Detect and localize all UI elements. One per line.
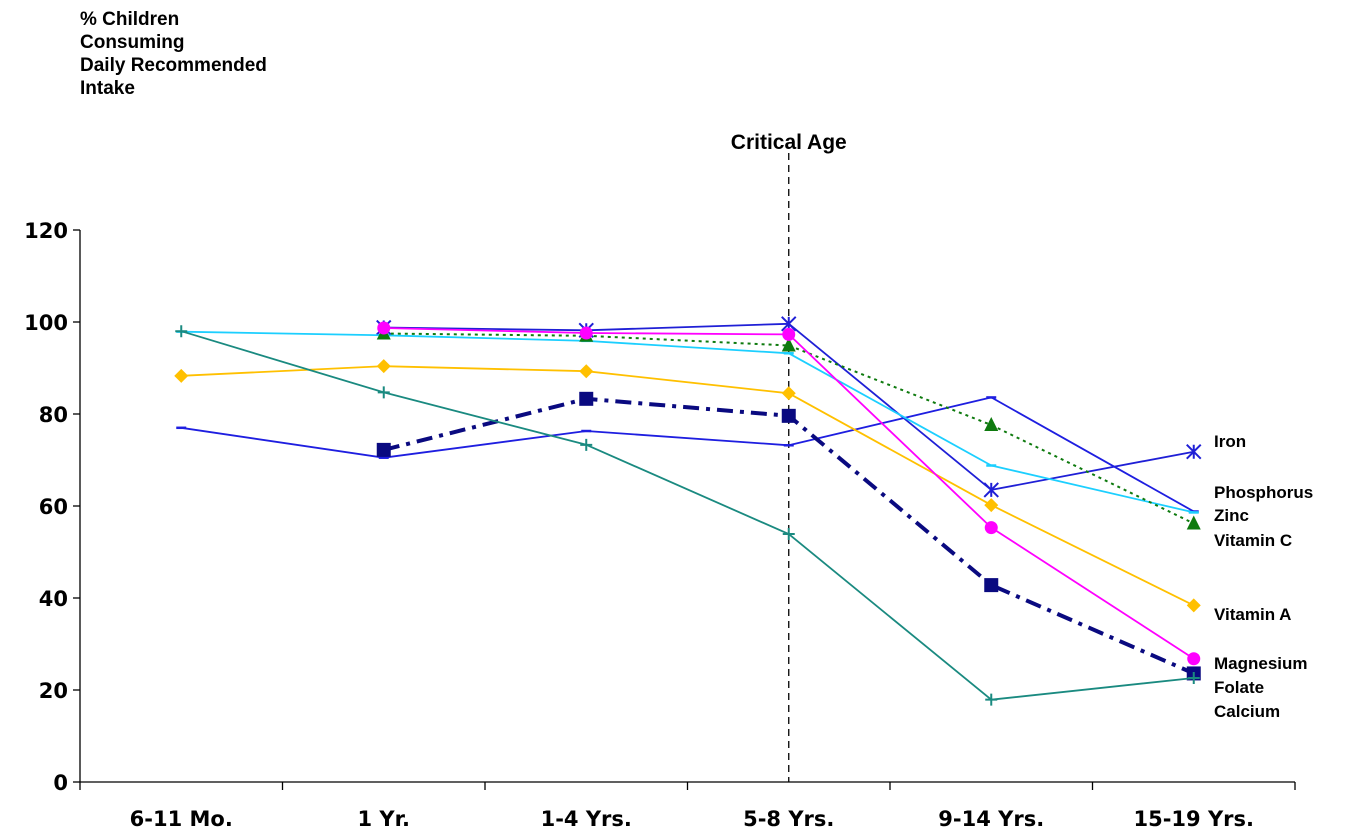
series-magnesium bbox=[377, 321, 1201, 666]
data-point bbox=[781, 408, 796, 423]
data-point bbox=[376, 359, 391, 374]
series-line bbox=[181, 330, 1195, 514]
y-tick-label-60: 60 bbox=[39, 495, 68, 519]
series-vitamin-c bbox=[376, 325, 1201, 530]
data-point bbox=[782, 327, 796, 341]
series-line bbox=[383, 332, 1195, 525]
legend-label-zinc: Zinc bbox=[1214, 506, 1249, 525]
data-point bbox=[984, 521, 998, 535]
series-vitamin-a bbox=[174, 359, 1201, 613]
data-point bbox=[174, 368, 189, 383]
x-tick-label-4: 9-14 Yrs. bbox=[938, 807, 1044, 831]
y-tick-label-20: 20 bbox=[39, 679, 68, 703]
data-point bbox=[175, 325, 188, 338]
data-point bbox=[782, 528, 795, 541]
data-point bbox=[377, 321, 391, 335]
series-line bbox=[181, 330, 1194, 701]
data-point bbox=[984, 417, 999, 432]
data-point bbox=[579, 391, 594, 406]
y-tick-label-40: 40 bbox=[39, 587, 68, 611]
data-point bbox=[1186, 515, 1201, 530]
data-point bbox=[781, 386, 796, 401]
legend-label-calcium: Calcium bbox=[1214, 702, 1280, 721]
data-point bbox=[1187, 672, 1200, 685]
x-tick-label-0: 6-11 Mo. bbox=[130, 807, 233, 831]
data-point bbox=[781, 337, 796, 352]
data-point bbox=[983, 482, 999, 498]
x-tick-label-3: 5-8 Yrs. bbox=[743, 807, 834, 831]
data-point bbox=[376, 442, 391, 457]
legend-label-vitamin-a: Vitamin A bbox=[1214, 605, 1291, 624]
data-point bbox=[1187, 652, 1201, 666]
data-point bbox=[579, 326, 593, 340]
y-tick-label-0: 0 bbox=[53, 771, 68, 795]
y-axis-label-line-4: Intake bbox=[80, 78, 135, 99]
data-point bbox=[984, 498, 999, 513]
data-point bbox=[985, 693, 998, 706]
y-tick-label-100: 100 bbox=[24, 311, 68, 335]
legend-label-iron: Iron bbox=[1214, 432, 1246, 451]
y-axis-label-line-1: % Children bbox=[80, 9, 180, 30]
critical-age-label: Critical Age bbox=[731, 131, 847, 154]
y-tick-label-120: 120 bbox=[24, 219, 68, 243]
series-calcium bbox=[175, 325, 1200, 706]
data-point bbox=[579, 364, 594, 379]
data-point bbox=[1186, 598, 1201, 613]
x-tick-label-1: 1 Yr. bbox=[358, 807, 410, 831]
series-phosphorus bbox=[176, 396, 1199, 513]
data-point bbox=[377, 386, 390, 399]
legend-label-vitamin-c: Vitamin C bbox=[1214, 531, 1292, 550]
y-tick-label-80: 80 bbox=[39, 403, 68, 427]
legend-label-magnesium: Magnesium bbox=[1214, 654, 1308, 673]
x-tick-label-2: 1-4 Yrs. bbox=[541, 807, 632, 831]
y-axis-label-line-2: Consuming bbox=[80, 32, 185, 53]
series-line bbox=[181, 365, 1195, 607]
legend-label-folate: Folate bbox=[1214, 678, 1264, 697]
data-point bbox=[580, 438, 593, 451]
data-point bbox=[1186, 444, 1202, 460]
series-zinc bbox=[176, 330, 1199, 514]
data-point bbox=[984, 578, 999, 593]
legend-label-phosphorus: Phosphorus bbox=[1214, 483, 1313, 502]
y-axis-label: % Children Consuming Daily Recommended I… bbox=[80, 8, 267, 100]
y-axis-label-line-3: Daily Recommended bbox=[80, 55, 267, 76]
series-line bbox=[181, 396, 1195, 513]
x-tick-label-5: 15-19 Yrs. bbox=[1133, 807, 1254, 831]
